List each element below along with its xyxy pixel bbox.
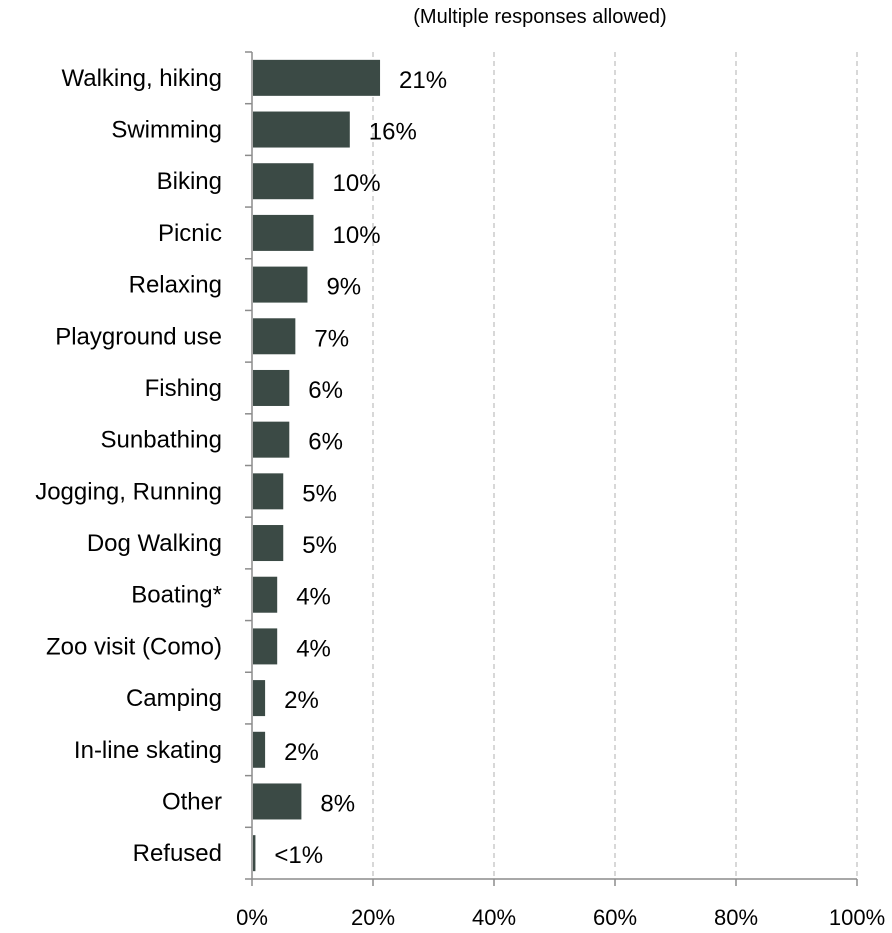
- bar: [253, 111, 350, 148]
- value-label: 16%: [369, 119, 417, 146]
- bar: [253, 266, 308, 303]
- bar: [253, 163, 314, 200]
- value-label: 10%: [333, 170, 381, 197]
- value-label: 10%: [333, 222, 381, 249]
- category-label: In-line skating: [74, 737, 222, 764]
- value-label: 9%: [326, 274, 361, 301]
- labels: 0% 20% 40% 60% 80% 100% Walking, hiking 21% Swim…: [35, 65, 885, 930]
- x-tick-label: 100%: [829, 905, 885, 930]
- bar: [253, 628, 278, 665]
- category-label: Swimming: [111, 117, 222, 144]
- value-label: 6%: [308, 377, 343, 404]
- category-label: Sunbathing: [101, 427, 222, 454]
- bar: [253, 731, 266, 768]
- category-label: Boating*: [131, 582, 222, 609]
- category-label: Refused: [133, 840, 222, 867]
- value-label: 8%: [320, 790, 355, 817]
- bar: [253, 835, 256, 872]
- value-label: 4%: [296, 584, 331, 611]
- axes: [245, 51, 858, 886]
- bars: [253, 59, 381, 872]
- category-label: Zoo visit (Como): [46, 633, 222, 660]
- value-label: 2%: [284, 687, 319, 714]
- bar: [253, 525, 284, 562]
- bar: [253, 473, 284, 510]
- category-label: Playground use: [55, 323, 222, 350]
- bar: [253, 318, 296, 355]
- value-label: 21%: [399, 67, 447, 94]
- value-label: 7%: [314, 325, 349, 352]
- value-label: 5%: [302, 532, 337, 559]
- category-label: Relaxing: [129, 272, 222, 299]
- x-tick-label: 20%: [351, 905, 395, 930]
- value-label: 6%: [308, 429, 343, 456]
- category-label: Fishing: [145, 375, 222, 402]
- grid-lines: [372, 52, 858, 879]
- value-label: <1%: [274, 842, 323, 869]
- category-label: Picnic: [158, 220, 222, 247]
- chart-subtitle: (Multiple responses allowed): [413, 6, 667, 28]
- bar: [253, 369, 290, 406]
- category-label: Camping: [126, 685, 222, 712]
- category-label: Biking: [157, 168, 222, 195]
- category-label: Other: [162, 788, 222, 815]
- category-label: Walking, hiking: [61, 65, 222, 92]
- x-tick-label: 0%: [236, 905, 268, 930]
- bar: [253, 421, 290, 458]
- x-tick-label: 40%: [472, 905, 516, 930]
- bar: [253, 783, 302, 820]
- category-label: Jogging, Running: [35, 478, 222, 505]
- x-tick-label: 60%: [593, 905, 637, 930]
- x-tick-label: 80%: [714, 905, 758, 930]
- value-label: 4%: [296, 635, 331, 662]
- bar: [253, 59, 381, 96]
- bar: [253, 576, 278, 613]
- value-label: 5%: [302, 480, 337, 507]
- value-label: 2%: [284, 739, 319, 766]
- bar: [253, 214, 314, 251]
- bar: [253, 680, 266, 717]
- category-label: Dog Walking: [87, 530, 222, 557]
